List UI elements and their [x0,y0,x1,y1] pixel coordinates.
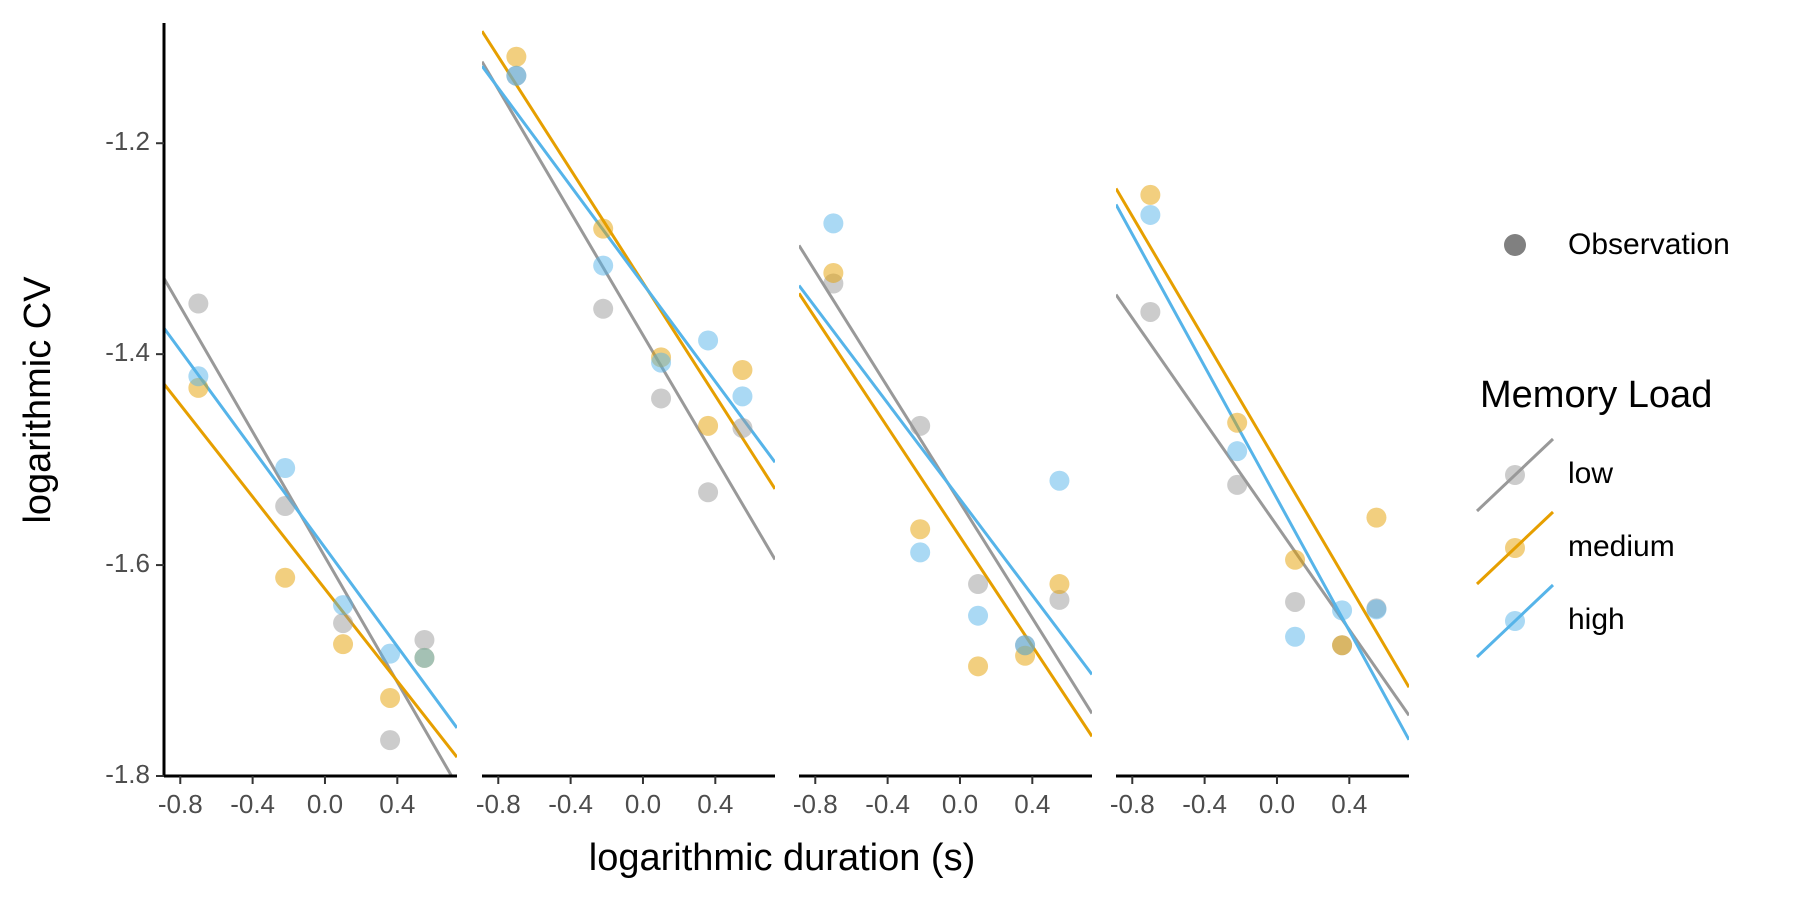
x-tick-label: 0.0 [1259,789,1295,819]
point [823,213,844,234]
point [1140,301,1161,322]
trend-line [482,30,775,490]
point [1366,599,1387,620]
point [414,629,435,650]
point [333,634,354,655]
x-tick-label: 0.4 [1014,789,1050,819]
x-tick-label: -0.8 [793,789,838,819]
legend-key-point [1505,465,1525,485]
trend-line [1116,187,1409,689]
point [506,46,527,67]
x-tick-label: 0.4 [379,789,415,819]
point [1015,635,1036,656]
point [333,613,354,634]
x-tick-label: -0.8 [476,789,521,819]
x-axis-label: logarithmic duration (s) [589,837,975,879]
point [380,687,401,708]
point [593,218,614,239]
x-tick-label: -0.4 [230,789,275,819]
point [275,496,296,517]
trend-line [164,277,454,776]
point [698,482,719,503]
point [1049,589,1070,610]
point [275,567,296,588]
y-axis-label: logarithmic CV [17,276,59,524]
point [1366,507,1387,528]
point [732,359,753,380]
point [380,730,401,751]
legend-label: medium [1568,530,1675,563]
point [593,298,614,319]
point [968,574,989,595]
point [823,262,844,283]
point [1332,600,1353,621]
x-tick-label: -0.4 [865,789,910,819]
point [1285,626,1306,647]
x-tick-label: -0.8 [158,789,203,819]
point [188,293,209,314]
point [1227,441,1248,462]
trend-line [164,327,457,729]
y-tick-label: -1.2 [105,126,150,156]
trend-line [482,65,775,464]
point [968,656,989,677]
trend-line [1116,293,1409,717]
point [968,605,989,626]
trend-line [799,292,1092,738]
trend-line [1116,203,1409,741]
legend-label: high [1568,603,1625,636]
point [1049,574,1070,595]
point [910,542,931,563]
y-tick-label: -1.6 [105,548,150,578]
x-tick-label: -0.4 [548,789,593,819]
point [380,643,401,664]
legend-label: low [1568,457,1613,490]
point [1285,549,1306,570]
point [593,255,614,276]
legend-key-point [1505,611,1525,631]
x-tick-label: -0.8 [1110,789,1155,819]
point [414,647,435,668]
point [651,388,672,409]
x-tick-label: 0.4 [1331,789,1367,819]
point [188,366,209,387]
point [333,595,354,616]
legend-observation: Observation [1568,228,1730,261]
x-tick-label: 0.0 [307,789,343,819]
y-tick-label: -1.4 [105,337,150,367]
point [651,352,672,373]
point [910,415,931,436]
point [1227,474,1248,495]
point [732,386,753,407]
point [698,330,719,351]
x-tick-label: 0.0 [625,789,661,819]
legend-observation-key [1504,234,1526,256]
point [1332,635,1353,656]
trend-line [164,383,457,759]
point [732,417,753,438]
point [698,415,719,436]
point [1285,591,1306,612]
x-tick-label: 0.4 [697,789,733,819]
x-tick-label: -0.4 [1182,789,1227,819]
point [1140,204,1161,225]
x-tick-label: 0.0 [942,789,978,819]
point [1140,184,1161,205]
trend-line [799,284,1092,676]
point [910,519,931,540]
point [275,458,296,479]
y-tick-label: -1.8 [105,759,150,789]
point [1049,470,1070,491]
point [1227,412,1248,433]
legend-key-point [1505,538,1525,558]
trend-line [482,60,775,561]
point [506,65,527,86]
legend-title: Memory Load [1480,374,1712,416]
